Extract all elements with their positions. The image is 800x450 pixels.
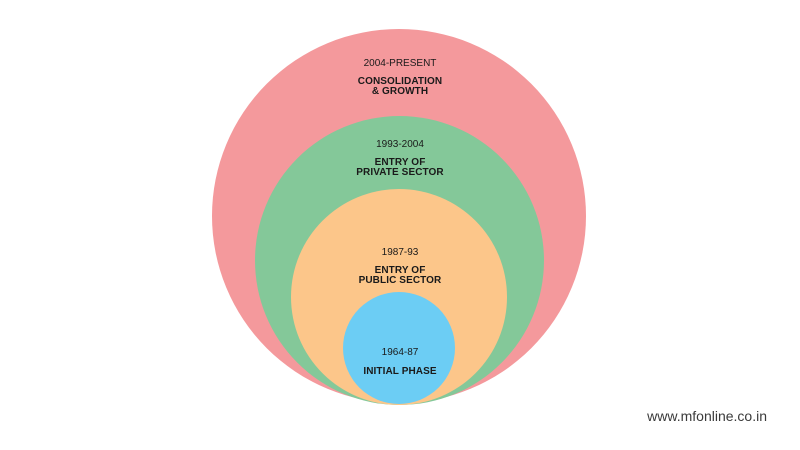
period-label: 2004-PRESENT [363, 58, 437, 69]
phase-title-line: PRIVATE SECTOR [356, 167, 444, 178]
period-label: 1987-93 [381, 247, 419, 258]
phase-title: ENTRY OF PRIVATE SECTOR [300, 158, 500, 178]
phase-title-line: CONSOLIDATION [357, 76, 443, 87]
phase-title: ENTRY OF PUBLIC SECTOR [300, 266, 500, 286]
phase-title: INITIAL PHASE [300, 367, 500, 377]
period-label: 1993-2004 [376, 139, 424, 150]
phase-title-line: ENTRY OF [374, 157, 426, 168]
label-private-sector: 1993-2004 ENTRY OF PRIVATE SECTOR [300, 139, 500, 178]
phase-title-line: INITIAL PHASE [363, 366, 437, 377]
phase-title: CONSOLIDATION & GROWTH [300, 77, 500, 97]
label-initial-phase: 1964-87 INITIAL PHASE [300, 347, 500, 377]
website-watermark: www.mfonline.co.in [647, 408, 767, 424]
phase-title-line: & GROWTH [371, 86, 429, 97]
label-consolidation-growth: 2004-PRESENT CONSOLIDATION & GROWTH [300, 58, 500, 97]
ring-initial-phase [343, 292, 455, 404]
period-label: 1964-87 [381, 347, 419, 358]
phase-title-line: ENTRY OF [374, 265, 426, 276]
phase-title-line: PUBLIC SECTOR [358, 275, 442, 286]
label-public-sector: 1987-93 ENTRY OF PUBLIC SECTOR [300, 247, 500, 286]
